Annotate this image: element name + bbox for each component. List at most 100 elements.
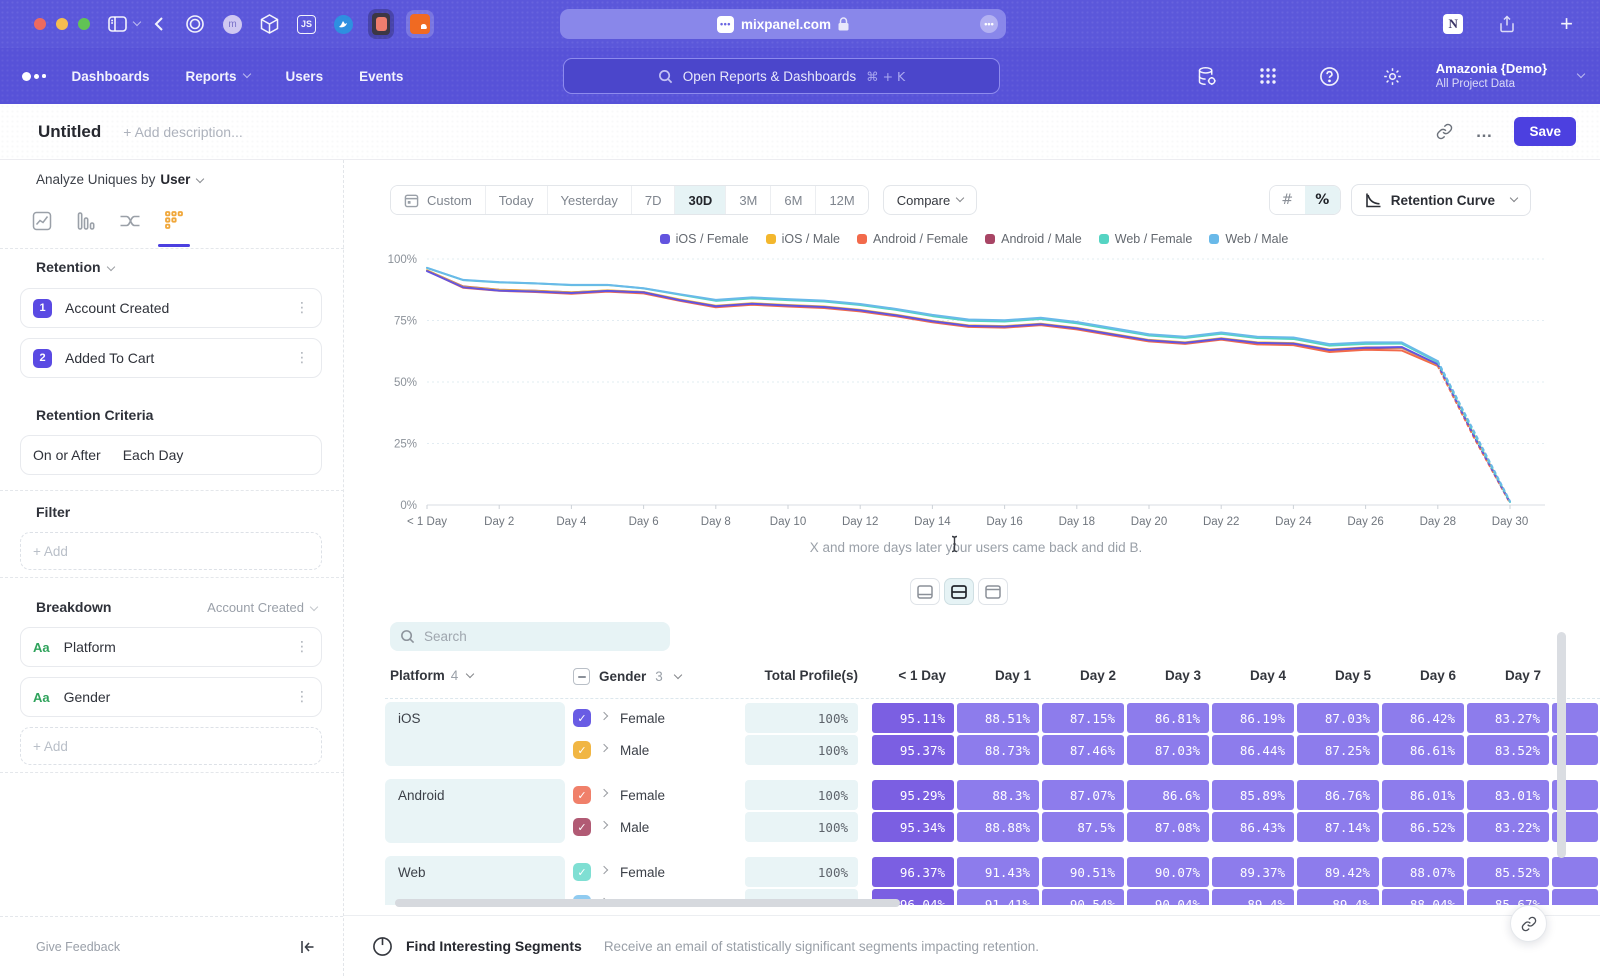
retention-value-cell[interactable]: 86.61% [1382, 735, 1464, 765]
criteria-interval[interactable]: Each Day [122, 447, 184, 463]
retention-step-1[interactable]: 1 Account Created ⋮ [20, 288, 322, 328]
layout-split-icon[interactable] [944, 578, 974, 605]
retention-section-heading[interactable]: Retention [36, 259, 115, 275]
select-all-checkbox[interactable] [573, 668, 590, 685]
browser-address-bar[interactable]: ••• mixpanel.com ••• [560, 9, 1006, 39]
day-column-header[interactable]: Day 2 [1079, 668, 1116, 683]
collapse-sidebar-icon[interactable] [300, 940, 315, 954]
nav-users[interactable]: Users [285, 68, 324, 84]
series-checkbox[interactable]: ✓ [573, 741, 591, 759]
help-icon[interactable] [1319, 66, 1340, 87]
extension-js-icon[interactable]: JS [297, 14, 316, 34]
legend-item[interactable]: Web / Male [1209, 232, 1288, 246]
table-vertical-scrollbar[interactable] [1557, 632, 1566, 858]
new-tab-icon[interactable]: + [1560, 11, 1573, 36]
retention-value-cell[interactable]: 90.51% [1042, 857, 1124, 887]
browser-sidebar-icon[interactable] [108, 16, 127, 32]
step-options-icon[interactable]: ⋮ [295, 350, 309, 366]
legend-item[interactable]: Android / Male [985, 232, 1082, 246]
gender-row[interactable]: ✓ Female [573, 856, 665, 888]
retention-value-cell[interactable]: 89.4% [1297, 889, 1379, 905]
day-column-header[interactable]: Day 7 [1504, 668, 1541, 683]
analyze-entity[interactable]: User [160, 172, 191, 187]
tab-insights-icon[interactable] [30, 208, 54, 234]
retention-value-cell[interactable]: 83.22% [1467, 812, 1549, 842]
retention-value-cell[interactable]: 88.73% [957, 735, 1039, 765]
breakdown-options-icon[interactable]: ⋮ [295, 689, 309, 705]
day-column-header[interactable]: < 1 Day [898, 668, 946, 683]
notion-icon[interactable]: N [1443, 14, 1464, 34]
gender-row[interactable]: ✓ Female [573, 702, 665, 734]
retention-value-cell[interactable]: 88.3% [957, 780, 1039, 810]
breakdown-applies-to[interactable]: Account Created [207, 600, 319, 615]
retention-value-cell[interactable]: 87.03% [1297, 703, 1379, 733]
add-description[interactable]: + Add description... [123, 123, 243, 140]
breakdown-platform[interactable]: Aa Platform ⋮ [20, 627, 322, 667]
retention-value-cell[interactable]: 83.27% [1467, 703, 1549, 733]
extension-avatar-icon[interactable]: m [223, 14, 242, 34]
layout-chart-focus-icon[interactable] [910, 578, 940, 605]
retention-value-cell[interactable]: 86.76% [1297, 780, 1379, 810]
share-icon[interactable] [1498, 14, 1516, 34]
breakdown-options-icon[interactable]: ⋮ [295, 639, 309, 655]
retention-value-cell[interactable]: 86.81% [1127, 703, 1209, 733]
range-7d[interactable]: 7D [631, 186, 676, 214]
breakdown-gender[interactable]: Aa Gender ⋮ [20, 677, 322, 717]
expand-chevron-icon[interactable] [599, 711, 609, 721]
chevron-down-icon[interactable] [132, 17, 142, 27]
retention-value-cell[interactable]: 90.07% [1127, 857, 1209, 887]
nav-reports[interactable]: Reports [186, 69, 251, 84]
criteria-card[interactable]: On or After Each Day [20, 435, 322, 475]
retention-value-cell[interactable]: 90.54% [1042, 889, 1124, 905]
table-search[interactable] [390, 622, 670, 651]
retention-value-cell[interactable]: 88.07% [1382, 857, 1464, 887]
expand-chevron-icon[interactable] [599, 788, 609, 798]
extension-bird-icon[interactable] [334, 14, 353, 34]
back-icon[interactable] [154, 16, 164, 32]
filter-add-button[interactable]: + Add [20, 532, 322, 570]
legend-item[interactable]: Web / Female [1098, 232, 1192, 246]
retention-value-cell[interactable]: 95.37% [872, 735, 954, 765]
legend-item[interactable]: iOS / Female [659, 232, 749, 246]
save-button[interactable]: Save [1514, 117, 1576, 146]
retention-value-cell[interactable]: 89.42% [1297, 857, 1379, 887]
gender-row[interactable]: ✓ Male [573, 811, 649, 843]
traffic-light-minimize-icon[interactable] [56, 18, 68, 30]
report-title[interactable]: Untitled [38, 121, 102, 141]
retention-value-cell[interactable]: 87.5% [1042, 812, 1124, 842]
retention-value-cell[interactable]: 96.37% [872, 857, 954, 887]
retention-value-cell[interactable]: 88.04% [1382, 889, 1464, 905]
retention-value-cell[interactable]: 83.01% [1467, 780, 1549, 810]
retention-value-cell-clipped[interactable] [1552, 889, 1598, 905]
platform-cell[interactable]: Android [385, 779, 565, 843]
chart-type-dropdown[interactable]: Retention Curve [1350, 184, 1531, 216]
retention-value-cell[interactable]: 86.44% [1212, 735, 1294, 765]
retention-value-cell[interactable]: 90.04% [1127, 889, 1209, 905]
retention-value-cell[interactable]: 83.52% [1467, 735, 1549, 765]
retention-value-cell[interactable]: 85.52% [1467, 857, 1549, 887]
retention-value-cell[interactable]: 86.19% [1212, 703, 1294, 733]
compare-button[interactable]: Compare [882, 185, 978, 215]
tab-retention-icon[interactable] [162, 208, 186, 234]
legend-item[interactable]: Android / Female [856, 232, 968, 246]
layout-table-focus-icon[interactable] [978, 578, 1008, 605]
data-management-icon[interactable] [1196, 66, 1217, 87]
retention-value-cell[interactable]: 88.88% [957, 812, 1039, 842]
series-checkbox[interactable]: ✓ [573, 786, 591, 804]
range-6m[interactable]: 6M [771, 186, 817, 214]
retention-value-cell[interactable]: 95.34% [872, 812, 954, 842]
range-custom[interactable]: Custom [391, 186, 486, 214]
extension-soundcloud-icon[interactable] [406, 10, 434, 38]
traffic-light-close-icon[interactable] [34, 18, 46, 30]
series-line[interactable] [426, 266, 1439, 363]
day-column-header[interactable]: Day 4 [1249, 668, 1286, 683]
platform-column-header[interactable]: Platform 4 [390, 668, 475, 683]
retention-value-cell-clipped[interactable] [1552, 857, 1598, 887]
table-search-input[interactable] [424, 629, 644, 644]
retention-value-cell[interactable]: 91.41% [957, 889, 1039, 905]
nav-events[interactable]: Events [359, 68, 404, 84]
floating-share-link-button[interactable] [1510, 905, 1547, 942]
day-column-header[interactable]: Day 5 [1334, 668, 1371, 683]
retention-value-cell[interactable]: 87.15% [1042, 703, 1124, 733]
interesting-segments-title[interactable]: Find Interesting Segments [406, 938, 582, 954]
